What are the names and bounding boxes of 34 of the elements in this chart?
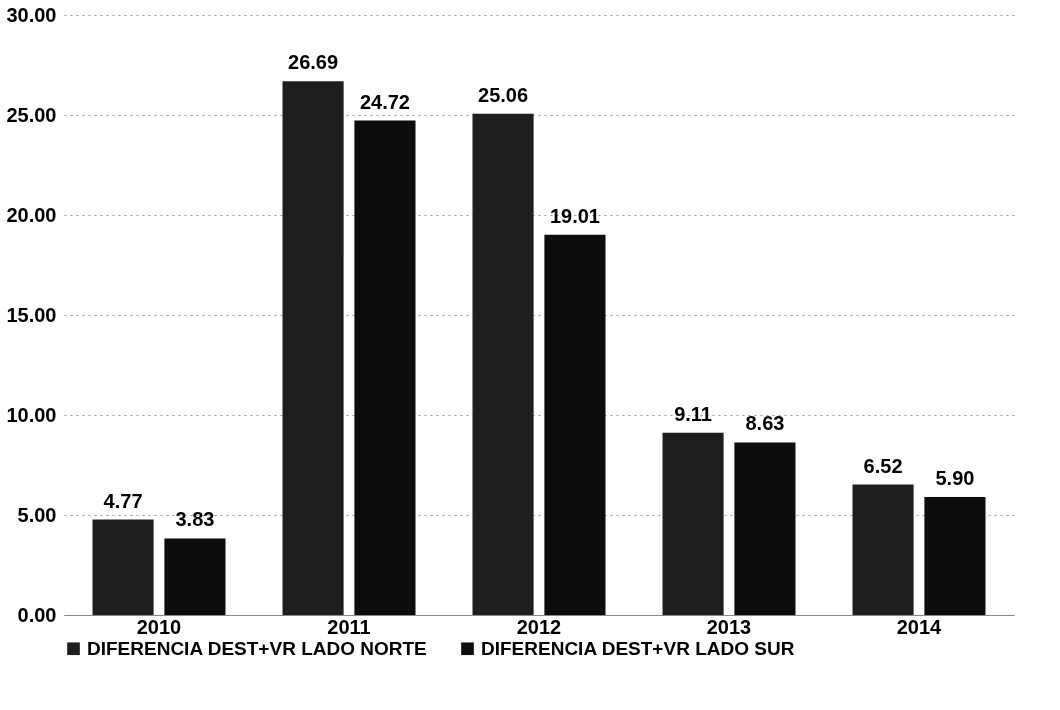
bar — [354, 120, 416, 615]
data-label: 4.77 — [103, 489, 143, 512]
data-label: 9.11 — [674, 402, 712, 425]
y-tick-label: 30.00 — [6, 3, 57, 26]
y-tick-label: 20.00 — [6, 203, 57, 226]
bar — [924, 497, 986, 615]
data-label: 8.63 — [745, 412, 785, 435]
data-label: 25.06 — [478, 83, 529, 106]
x-tick-label: 2010 — [136, 615, 182, 638]
bar — [92, 519, 154, 615]
data-label: 19.01 — [549, 204, 600, 227]
bar — [734, 442, 796, 615]
x-tick-label: 2011 — [327, 615, 371, 638]
bar — [472, 113, 534, 615]
data-label: 5.90 — [935, 467, 975, 489]
legend-label: DIFERENCIA DEST+VR LADO NORTE — [87, 637, 427, 659]
bar — [852, 484, 914, 615]
y-tick-label: 25.00 — [6, 103, 57, 126]
x-tick-label: 2014 — [896, 615, 943, 638]
x-tick-label: 2013 — [706, 615, 752, 638]
x-tick-label: 2012 — [516, 615, 562, 638]
y-tick-label: 0.00 — [17, 603, 57, 626]
bar — [282, 81, 344, 615]
legend-label: DIFERENCIA DEST+VR LADO SUR — [481, 637, 795, 659]
data-label: 26.69 — [288, 51, 339, 74]
data-label: 3.83 — [175, 508, 215, 531]
data-label: 24.72 — [359, 90, 410, 113]
bar — [662, 432, 724, 615]
y-tick-label: 10.00 — [6, 403, 57, 426]
data-label: 6.52 — [863, 454, 903, 477]
bar — [164, 538, 226, 615]
y-tick-label: 5.00 — [17, 503, 57, 526]
y-tick-label: 15.00 — [6, 303, 57, 326]
bar — [544, 234, 606, 615]
